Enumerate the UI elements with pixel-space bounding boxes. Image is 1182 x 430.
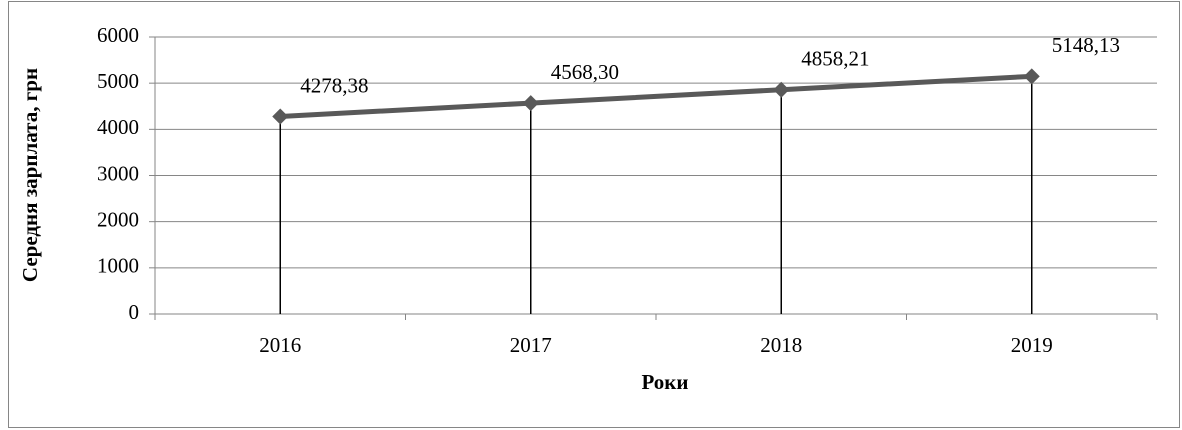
data-label: 4858,21 — [801, 47, 869, 71]
series-line — [280, 73, 1032, 119]
point-marker — [522, 95, 539, 112]
data-label: 5148,13 — [1052, 33, 1120, 57]
y-tick-label: 2000 — [97, 207, 139, 231]
y-tick-label: 1000 — [97, 254, 139, 278]
y-tick-label: 5000 — [97, 69, 139, 93]
point-marker — [773, 81, 790, 98]
x-tick-label: 2016 — [259, 333, 301, 357]
y-tick-label: 3000 — [97, 161, 139, 185]
point-marker — [272, 108, 289, 125]
chart-frame — [8, 1, 1180, 428]
y-tick-label: 4000 — [97, 115, 139, 139]
point-marker — [1023, 68, 1040, 85]
y-tick-label: 6000 — [97, 23, 139, 47]
y-axis-title: Середня зарплата, грн — [18, 68, 42, 282]
y-tick-label: 0 — [129, 300, 140, 324]
x-tick-label: 2018 — [760, 333, 802, 357]
x-tick-label: 2019 — [1011, 333, 1053, 357]
data-label: 4278,38 — [300, 73, 368, 97]
x-tick-label: 2017 — [510, 333, 552, 357]
x-axis-title: Роки — [641, 370, 688, 394]
data-label: 4568,30 — [551, 60, 619, 84]
